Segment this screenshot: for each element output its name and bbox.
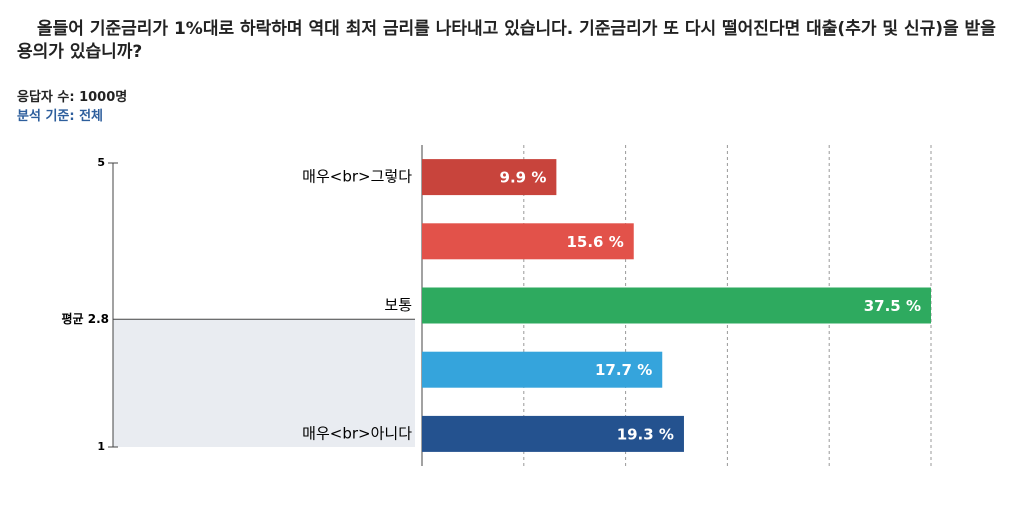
- bar: [422, 159, 557, 196]
- bar: [422, 223, 634, 260]
- value-label: 17.7 %: [595, 361, 652, 379]
- average-label-text: 평균: [61, 312, 83, 326]
- value-label: 15.6 %: [566, 233, 623, 251]
- scale-tick-label: 5: [97, 156, 105, 169]
- average-value: 2.8: [88, 312, 109, 326]
- value-label: 9.9 %: [500, 169, 547, 187]
- respondents: 응답자 수: 1000명: [17, 90, 128, 105]
- question: 올들어 기준금리가 1%대로 하락하며 역대 최저 금리를 나타내고 있습니다.…: [17, 19, 996, 62]
- value-label: 37.5 %: [864, 297, 921, 315]
- bar: [422, 415, 684, 452]
- scale-tick-label: 1: [97, 440, 105, 453]
- bar: [422, 287, 931, 324]
- category-label: 보통: [384, 296, 412, 314]
- average-area: [113, 319, 415, 447]
- header: 올들어 기준금리가 1%대로 하락하며 역대 최저 금리를 나타내고 있습니다.…: [17, 18, 1007, 126]
- bar: [422, 351, 663, 388]
- basis: 분석 기준: 전체: [17, 109, 104, 124]
- category-label: 매우<br>그렇다: [302, 168, 412, 186]
- average-label: 평균 2.8: [61, 312, 109, 326]
- value-label: 19.3 %: [617, 425, 674, 443]
- category-label: 매우<br>아니다: [302, 424, 412, 442]
